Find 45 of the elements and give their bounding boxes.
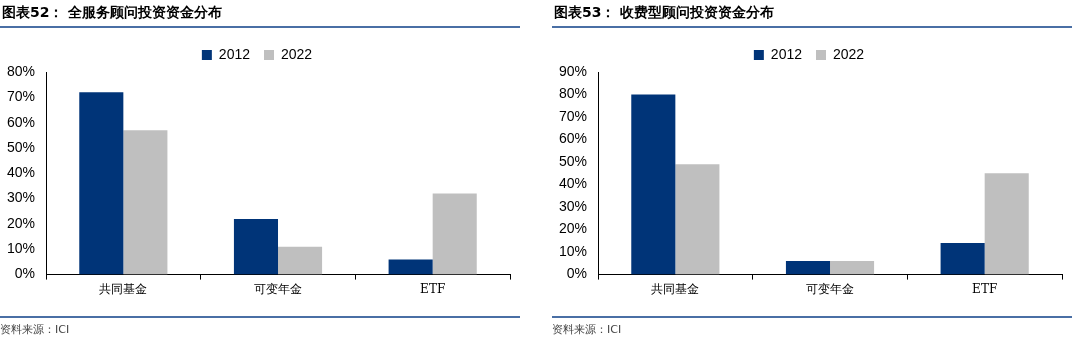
y-tick-label: 10%	[6, 240, 36, 257]
bar	[79, 92, 124, 275]
x-tick-label: 可变年金	[806, 281, 855, 296]
legend-label: 2022	[281, 45, 313, 62]
bar	[233, 218, 279, 275]
y-tick-label: 30%	[6, 189, 36, 206]
text: 资料来源：ICI	[0, 316, 520, 337]
x-tick-label: ETF	[972, 281, 998, 296]
bar	[278, 246, 323, 275]
bar	[984, 173, 1029, 275]
y-tick-label: 90%	[558, 62, 588, 79]
y-tick-label: 40%	[558, 175, 588, 192]
legend-label: 2022	[833, 45, 865, 62]
y-tick-label: 60%	[6, 113, 36, 130]
x-tick-label: ETF	[420, 281, 446, 296]
y-tick-label: 20%	[558, 220, 588, 237]
bar	[631, 94, 676, 275]
bar	[123, 130, 168, 275]
y-tick-label: 60%	[558, 130, 588, 147]
x-tick-label: 共同基金	[99, 281, 148, 296]
x-tick-label: 可变年金	[254, 281, 303, 296]
y-tick-label: 50%	[558, 152, 588, 169]
chart-title: 图表52： 全服务顾问投资资金分布	[0, 0, 520, 28]
y-tick-label: 70%	[6, 88, 36, 105]
bar	[675, 164, 720, 275]
y-tick-label: 80%	[6, 62, 36, 79]
y-tick-label: 40%	[6, 164, 36, 181]
bar	[432, 193, 477, 275]
y-tick-label: 70%	[558, 107, 588, 124]
y-tick-label: 80%	[558, 85, 588, 102]
y-tick-label: 50%	[6, 138, 36, 155]
y-tick-label: 20%	[6, 214, 36, 231]
bar	[830, 261, 875, 275]
text: 资料来源：ICI	[552, 316, 1072, 337]
x-tick-label: 共同基金	[651, 281, 700, 296]
chart-title: 图表53： 收费型顾问投资资金分布	[552, 0, 1072, 28]
y-tick-label: 30%	[558, 197, 588, 214]
y-tick-label: 0%	[14, 265, 36, 282]
y-tick-label: 10%	[558, 242, 588, 259]
bar	[388, 259, 433, 275]
y-tick-label: 0%	[566, 265, 588, 282]
bar	[785, 261, 831, 275]
legend-label: 2012	[218, 45, 251, 62]
legend-label: 2012	[770, 45, 803, 62]
bar	[940, 243, 985, 275]
